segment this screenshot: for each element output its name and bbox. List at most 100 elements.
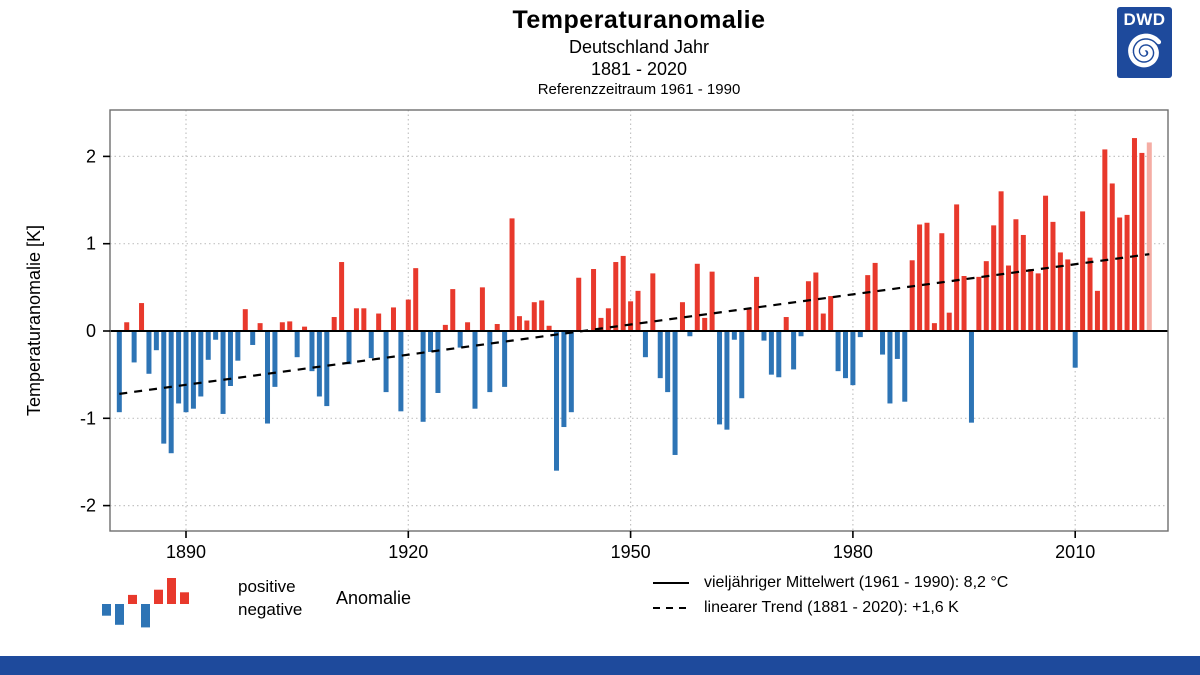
bar-1940 bbox=[554, 331, 559, 471]
bar-1985 bbox=[887, 331, 893, 404]
bar-1952 bbox=[642, 331, 648, 358]
legend-trend-row: linearer Trend (1881 - 2020): +1,6 K bbox=[652, 595, 1008, 620]
spiral-path bbox=[1127, 33, 1161, 68]
bar-1920 bbox=[405, 299, 411, 331]
bar-1891 bbox=[190, 331, 196, 409]
bar-1932 bbox=[494, 324, 500, 331]
bar-1889 bbox=[176, 331, 182, 404]
bar-1881 bbox=[116, 331, 122, 413]
bar-2002 bbox=[1013, 219, 1019, 331]
bar-1904 bbox=[287, 321, 293, 331]
bar-1983 bbox=[872, 262, 878, 331]
bar-2018 bbox=[1131, 138, 1137, 331]
bar-1954 bbox=[657, 331, 663, 379]
anomaly-legend-words: positive negative bbox=[238, 576, 302, 622]
bar-2013 bbox=[1094, 290, 1100, 331]
subtitle-region: Deutschland Jahr bbox=[568, 36, 710, 57]
bar-1950 bbox=[628, 301, 634, 331]
bar-1959 bbox=[694, 263, 700, 331]
bar-1964 bbox=[731, 331, 737, 340]
bar-1884 bbox=[139, 303, 145, 331]
bar-1949 bbox=[620, 255, 626, 331]
bar-1972 bbox=[791, 331, 797, 370]
plot-frame bbox=[109, 109, 1169, 532]
bar-2019 bbox=[1139, 152, 1145, 331]
bar-2020 bbox=[1146, 142, 1152, 331]
bar-1996 bbox=[968, 331, 974, 423]
mini-bar bbox=[115, 604, 124, 625]
bar-1982 bbox=[865, 275, 871, 331]
mini-bar bbox=[154, 589, 163, 604]
bar-1882 bbox=[124, 322, 130, 331]
x-tick-label: 1980 bbox=[833, 542, 873, 562]
bar-2012 bbox=[1087, 257, 1093, 331]
bar-2011 bbox=[1080, 211, 1086, 331]
bar-2016 bbox=[1117, 217, 1123, 331]
bar-1969 bbox=[768, 331, 774, 375]
bar-1926 bbox=[450, 289, 456, 331]
bar-1906 bbox=[302, 326, 308, 331]
bar-2009 bbox=[1065, 259, 1071, 331]
bar-1916 bbox=[376, 313, 382, 331]
bar-2008 bbox=[1057, 252, 1063, 331]
bar-1980 bbox=[850, 331, 856, 386]
bar-1901 bbox=[265, 331, 271, 424]
bar-1897 bbox=[235, 331, 241, 361]
bar-1953 bbox=[650, 273, 656, 331]
bar-1911 bbox=[339, 262, 345, 331]
bar-2004 bbox=[1028, 269, 1034, 331]
bar-1948 bbox=[613, 262, 619, 331]
bar-1936 bbox=[524, 320, 530, 331]
bar-1998 bbox=[983, 261, 989, 331]
dwd-logo-text: DWD bbox=[1123, 10, 1166, 29]
bar-1991 bbox=[931, 323, 937, 331]
legend-mean-row: vieljähriger Mittelwert (1961 - 1990): 8… bbox=[652, 570, 1008, 595]
bar-1903 bbox=[279, 322, 285, 331]
bar-1978 bbox=[835, 331, 841, 372]
dashed-line-icon bbox=[653, 606, 689, 609]
bar-1976 bbox=[820, 313, 826, 331]
solid-line-icon bbox=[653, 581, 689, 584]
bar-1990 bbox=[924, 222, 930, 331]
y-tick-label: -1 bbox=[80, 408, 96, 428]
bar-1947 bbox=[605, 308, 611, 331]
bar-1885 bbox=[146, 331, 152, 374]
bar-2005 bbox=[1035, 273, 1041, 331]
bar-1924 bbox=[435, 331, 441, 393]
bar-1910 bbox=[331, 317, 337, 331]
bar-1971 bbox=[783, 317, 789, 331]
bar-1934 bbox=[509, 218, 515, 331]
bar-1987 bbox=[902, 331, 908, 402]
bar-1945 bbox=[591, 269, 597, 331]
x-tick-label: 1890 bbox=[166, 542, 206, 562]
bar-1975 bbox=[813, 272, 819, 331]
chart-header: Temperaturanomalie Deutschland Jahr 1881… bbox=[78, 6, 1200, 98]
bar-1961 bbox=[709, 271, 715, 331]
bar-1946 bbox=[598, 317, 604, 331]
bar-1977 bbox=[828, 296, 834, 331]
dwd-logo: DWD bbox=[1117, 7, 1172, 78]
bar-2001 bbox=[1006, 265, 1012, 331]
bar-1918 bbox=[390, 307, 396, 331]
bar-1957 bbox=[679, 302, 685, 331]
bar-1893 bbox=[205, 331, 211, 360]
bar-1989 bbox=[917, 224, 923, 331]
bar-1896 bbox=[227, 331, 233, 386]
subtitle-reference: Referenzzeitraum 1961 - 1990 bbox=[537, 81, 741, 99]
bar-1966 bbox=[746, 308, 752, 331]
bar-1923 bbox=[428, 331, 434, 352]
footer-bar bbox=[0, 656, 1200, 675]
bar-1994 bbox=[954, 204, 960, 331]
bar-1938 bbox=[539, 300, 545, 331]
mini-bar bbox=[141, 604, 150, 628]
bar-2000 bbox=[998, 191, 1004, 331]
bar-1915 bbox=[368, 331, 374, 359]
bar-1988 bbox=[909, 260, 915, 331]
bar-1951 bbox=[635, 290, 641, 331]
mini-bar bbox=[167, 578, 176, 604]
bar-1908 bbox=[316, 331, 322, 397]
bar-2010 bbox=[1072, 331, 1078, 368]
bar-1931 bbox=[487, 331, 493, 393]
bar-1979 bbox=[842, 331, 848, 379]
bar-1973 bbox=[798, 331, 804, 337]
